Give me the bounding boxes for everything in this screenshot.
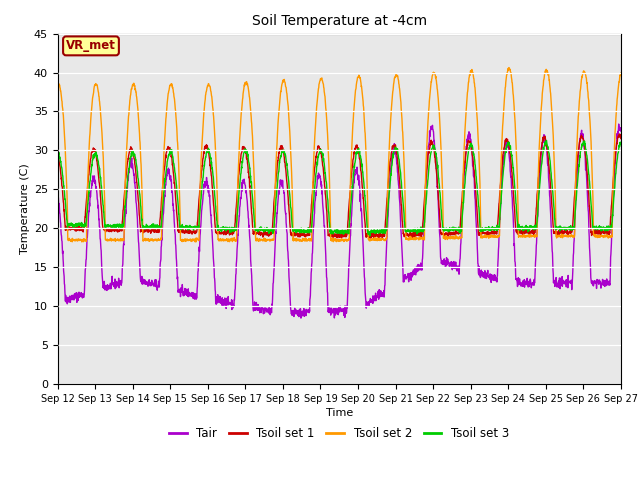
Y-axis label: Temperature (C): Temperature (C): [20, 163, 29, 254]
Line: Tsoil set 3: Tsoil set 3: [58, 140, 621, 236]
Tair: [368, 298, 376, 303]
Tsoil set 1: [583, 168, 591, 173]
Tsoil set 2: [505, 65, 513, 71]
Line: Tsoil set 2: Tsoil set 2: [58, 68, 621, 242]
Tsoil set 2: [192, 239, 200, 245]
Tair: [568, 277, 575, 283]
Tsoil set 1: [617, 136, 625, 142]
Title: Soil Temperature at -4cm: Soil Temperature at -4cm: [252, 14, 427, 28]
Tsoil set 2: [356, 75, 364, 81]
Tsoil set 2: [211, 134, 219, 140]
Tsoil set 3: [543, 137, 550, 143]
Tair: [615, 121, 623, 127]
X-axis label: Time: Time: [326, 408, 353, 418]
Tsoil set 1: [616, 131, 623, 137]
Tsoil set 3: [617, 141, 625, 146]
Tsoil set 3: [568, 228, 575, 233]
Line: Tsoil set 1: Tsoil set 1: [58, 134, 621, 239]
Tair: [503, 139, 511, 144]
Tair: [356, 184, 364, 190]
Text: VR_met: VR_met: [66, 39, 116, 52]
Tair: [297, 315, 305, 321]
Tsoil set 1: [378, 236, 386, 241]
Tsoil set 3: [366, 233, 374, 239]
Tsoil set 3: [356, 150, 364, 156]
Tsoil set 1: [368, 234, 376, 240]
Tsoil set 2: [368, 237, 376, 243]
Tsoil set 3: [503, 143, 511, 149]
Tsoil set 1: [568, 228, 575, 233]
Tsoil set 2: [54, 82, 61, 88]
Tsoil set 1: [503, 137, 511, 143]
Legend: Tair, Tsoil set 1, Tsoil set 2, Tsoil set 3: Tair, Tsoil set 1, Tsoil set 2, Tsoil se…: [164, 422, 514, 444]
Tsoil set 2: [503, 71, 511, 77]
Tair: [583, 184, 591, 190]
Tsoil set 2: [583, 80, 591, 85]
Line: Tair: Tair: [58, 124, 621, 318]
Tsoil set 1: [54, 152, 61, 157]
Tsoil set 3: [368, 228, 376, 234]
Tsoil set 2: [568, 233, 575, 239]
Tsoil set 3: [583, 156, 591, 161]
Tsoil set 1: [356, 156, 364, 162]
Tair: [617, 128, 625, 134]
Tsoil set 1: [211, 215, 218, 220]
Tsoil set 3: [211, 192, 218, 197]
Tsoil set 2: [617, 70, 625, 76]
Tair: [54, 193, 61, 199]
Tair: [211, 276, 218, 281]
Tsoil set 3: [54, 151, 61, 156]
